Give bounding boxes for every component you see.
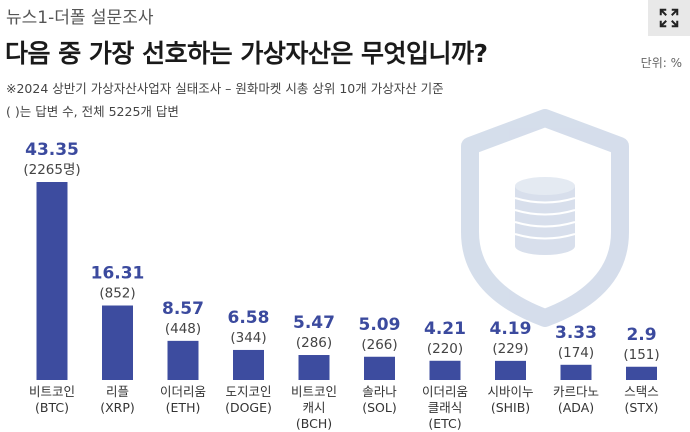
answer-count-note: ( )는 답변 수, 전체 5225개 답변: [6, 104, 179, 119]
expand-button[interactable]: [648, 0, 690, 36]
bar-1: [102, 305, 133, 380]
bar-6: [429, 360, 461, 380]
value-label-4: 5.47: [293, 313, 335, 333]
category-label-4: 비트코인 캐시 (BCH): [291, 384, 337, 431]
category-label-2: 이더리움 (ETH): [160, 384, 206, 415]
category-label-1: 리플 (XRP): [100, 384, 135, 415]
shield-coins-icon: [461, 109, 629, 327]
bar-4: [298, 355, 330, 380]
bar-5: [364, 356, 395, 380]
count-label-0: (2265명): [23, 162, 80, 178]
bar-0: [36, 182, 68, 380]
category-label-9: 스택스 (STX): [624, 384, 659, 415]
category-label-3: 도지코인 (DOGE): [225, 384, 272, 415]
count-label-9: (151): [623, 347, 659, 363]
expand-icon: [659, 8, 679, 28]
value-label-2: 8.57: [162, 299, 204, 319]
count-label-4: (286): [296, 335, 332, 351]
count-label-7: (229): [492, 341, 528, 357]
value-label-8: 3.33: [555, 323, 597, 343]
chart-title: 다음 중 가장 선호하는 가상자산은 무엇입니까?: [5, 39, 488, 68]
bar-8: [560, 364, 592, 380]
count-label-2: (448): [165, 321, 201, 337]
count-label-1: (852): [99, 286, 135, 302]
bar-2: [167, 340, 199, 380]
value-label-1: 16.31: [91, 264, 145, 284]
bar-3: [233, 349, 264, 380]
value-label-6: 4.21: [424, 319, 466, 339]
source-label: 뉴스1-더폴 설문조사: [6, 8, 154, 28]
value-label-0: 43.35: [25, 140, 79, 160]
value-label-5: 5.09: [359, 315, 401, 335]
bar-7: [495, 360, 526, 380]
value-label-3: 6.58: [228, 308, 270, 328]
category-label-6: 이더리움 클래식 (ETC): [422, 384, 468, 431]
unit-label: 단위: %: [640, 56, 682, 70]
count-label-8: (174): [558, 345, 594, 361]
value-label-9: 2.9: [626, 325, 656, 345]
category-label-8: 카르다노 (ADA): [553, 384, 599, 415]
category-label-0: 비트코인 (BTC): [29, 384, 75, 415]
count-label-5: (266): [361, 337, 397, 353]
count-label-3: (344): [230, 330, 266, 346]
value-label-7: 4.19: [490, 319, 532, 339]
survey-note: ※2024 상반기 가상자산사업자 실태조사 – 원화마켓 시총 상위 10개 …: [6, 81, 444, 96]
category-label-5: 솔라나 (SOL): [362, 384, 397, 415]
category-label-7: 시바이누 (SHIB): [487, 384, 533, 415]
count-label-6: (220): [427, 341, 463, 357]
bar-9: [626, 366, 657, 380]
